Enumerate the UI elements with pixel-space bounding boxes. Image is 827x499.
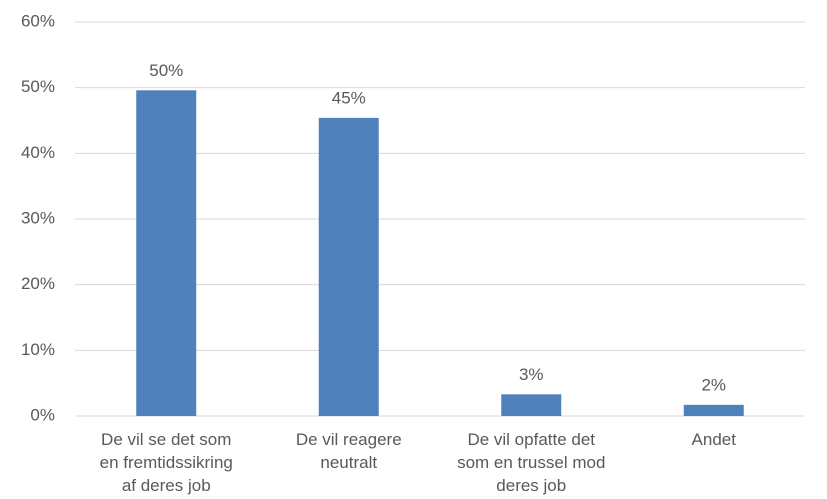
x-tick-label-line: De vil opfatte det <box>467 430 595 449</box>
x-tick-label-line: De vil se det som <box>101 430 231 449</box>
bar <box>318 117 379 416</box>
x-tick-label-line: af deres job <box>122 476 211 495</box>
data-label: 45% <box>332 88 366 107</box>
y-tick-label: 10% <box>21 340 55 359</box>
x-tick-label-line: De vil reagere <box>296 430 402 449</box>
data-label: 50% <box>149 61 183 80</box>
y-tick-label: 20% <box>21 274 55 293</box>
x-tick-label: De vil se det som en fremtidssikring af de… <box>100 430 233 495</box>
y-tick-label: 60% <box>21 11 55 30</box>
y-tick-label: 0% <box>30 405 55 424</box>
y-tick-label: 30% <box>21 208 55 227</box>
bar <box>501 394 562 416</box>
x-tick-label-line: deres job <box>496 476 566 495</box>
x-tick-label-line: Andet <box>692 430 737 449</box>
y-tick-label: 50% <box>21 77 55 96</box>
data-label: 3% <box>519 365 544 384</box>
y-tick-label: 40% <box>21 143 55 162</box>
data-label: 2% <box>701 375 726 394</box>
x-tick-label-line: som en trussel mod <box>457 453 605 472</box>
x-tick-label: De vil reagere neutralt <box>296 430 402 472</box>
bar <box>683 404 744 416</box>
x-tick-label-line: en fremtidssikring <box>100 453 233 472</box>
x-tick-label-line: neutralt <box>320 453 377 472</box>
x-tick-label: Andet <box>692 430 737 449</box>
bar <box>136 90 197 416</box>
x-tick-label: De vil opfatte det som en trussel mod dere… <box>457 430 605 495</box>
